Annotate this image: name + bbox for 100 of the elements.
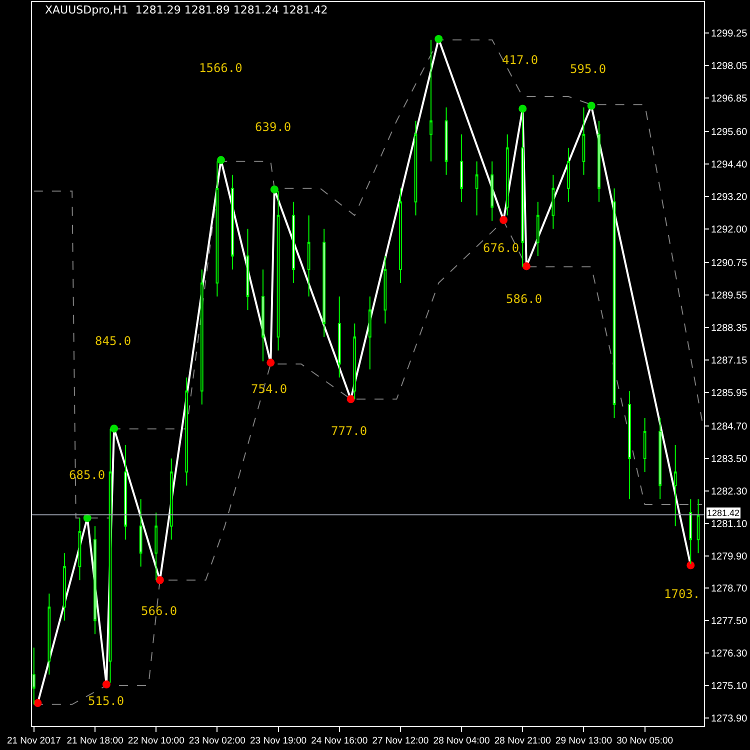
point [156, 576, 164, 584]
point [83, 514, 92, 522]
chart-title: XAUUSDpro,H1 1281.29 1281.89 1281.24 1281.42 [45, 4, 328, 17]
candlestick [185, 377, 188, 486]
y-tick-label: 1295.60 [711, 127, 748, 138]
y-tick-label: 1287.15 [711, 355, 748, 366]
candlestick [536, 201, 540, 256]
candlestick [674, 444, 677, 527]
annotation: 595.0 [570, 62, 606, 76]
candlestick [460, 134, 463, 202]
point [522, 262, 530, 270]
annotation: 845.0 [95, 334, 132, 348]
candlestick [353, 322, 356, 400]
y-tick-label: 1292.00 [711, 224, 748, 236]
candlestick [490, 160, 494, 222]
candlestick [384, 255, 387, 324]
candlestick [567, 147, 570, 202]
candlestick [262, 268, 264, 362]
candlestick [628, 390, 631, 500]
y-tick-label: 1282.30 [711, 486, 748, 498]
y-tick-label: 1273.90 [711, 713, 748, 724]
y-tick-label: 1298.05 [711, 60, 748, 72]
candlestick [276, 190, 280, 351]
annotation: 515.0 [88, 694, 124, 708]
candlestick [246, 228, 250, 310]
point [500, 216, 508, 224]
candlestick [430, 39, 432, 162]
candlestick [521, 110, 524, 268]
y-tick-label: 1281.10 [711, 518, 748, 530]
x-tick-label: 24 Nov 16:00 [311, 735, 368, 746]
y-tick-label: 1279.90 [711, 551, 748, 562]
x-tick-label: 28 Nov 04:00 [433, 735, 490, 746]
candlestick [94, 526, 96, 635]
annotation: 676.0 [483, 241, 520, 255]
candlestick [552, 174, 555, 230]
y-tick-label: 1283.50 [711, 454, 748, 466]
x-tick-label: 28 Nov 21:00 [494, 735, 551, 746]
point [266, 358, 275, 367]
candlestick [78, 517, 82, 581]
candlestick [200, 268, 204, 406]
candlestick [63, 552, 66, 622]
annotation: 639.0 [255, 120, 292, 134]
candlestick [696, 498, 700, 554]
candlestick [444, 106, 448, 176]
y-tick-label: 1288.35 [711, 323, 748, 334]
y-tick-label: 1278.70 [711, 584, 748, 595]
x-tick-label: 23 Nov 19:00 [250, 735, 307, 746]
candlestick [414, 120, 418, 216]
candlestick [124, 444, 127, 540]
candlestick [643, 418, 646, 473]
x-tick-label: 30 Nov 05:00 [616, 735, 674, 746]
ref-line-label: 1281.42 [707, 508, 740, 518]
x-tick-label: 21 Nov 18:00 [66, 735, 124, 746]
candlestick [307, 214, 310, 297]
y-tick-label: 1285.95 [711, 388, 748, 399]
point [346, 395, 355, 404]
y-tick-label: 1294.40 [711, 160, 748, 171]
y-tick-label: 1277.50 [711, 616, 748, 628]
candlestick [231, 174, 234, 270]
annotation: 1566.0 [199, 61, 242, 75]
y-tick-label: 1289.55 [711, 290, 748, 302]
y-tick-label: 1284.70 [711, 422, 748, 433]
candlestick [582, 106, 586, 176]
y-tick-label: 1296.85 [711, 93, 748, 104]
candlestick [598, 120, 600, 202]
candlestick [48, 593, 51, 676]
candlestick [475, 160, 478, 216]
x-tick-label: 27 Nov 12:00 [372, 735, 429, 746]
annotation: 777.0 [331, 424, 368, 438]
y-tick-label: 1275.10 [711, 680, 748, 692]
y-tick-label: 1276.30 [711, 648, 748, 660]
annotation: 417.0 [502, 53, 538, 67]
y-tick-label: 1299.25 [711, 28, 748, 40]
point [110, 424, 118, 433]
x-tick-label: 21 Nov 2017 [6, 735, 61, 746]
y-tick-label: 1293.20 [711, 192, 748, 204]
point [34, 699, 42, 708]
candlestick [399, 188, 402, 284]
candlestick [368, 296, 372, 370]
x-tick-label: 22 Nov 10:00 [128, 735, 184, 746]
candlestick [154, 512, 158, 581]
candlestick [170, 458, 173, 540]
point [102, 680, 110, 688]
candlestick [216, 160, 219, 297]
candlestick [338, 296, 341, 378]
point [686, 561, 695, 570]
candlestick [139, 498, 142, 568]
candlestick [322, 228, 326, 338]
annotation: 754.0 [251, 382, 288, 396]
candlestick [292, 201, 295, 284]
point [434, 35, 443, 44]
annotation: 685.0 [69, 468, 106, 482]
candlestick [506, 134, 509, 216]
point [270, 185, 278, 194]
point [217, 156, 225, 164]
candlestick [108, 428, 112, 684]
point [587, 102, 596, 110]
x-tick-label: 23 Nov 02:00 [188, 735, 246, 746]
annotation: 1703. [664, 587, 700, 601]
annotation: 586.0 [506, 292, 542, 306]
